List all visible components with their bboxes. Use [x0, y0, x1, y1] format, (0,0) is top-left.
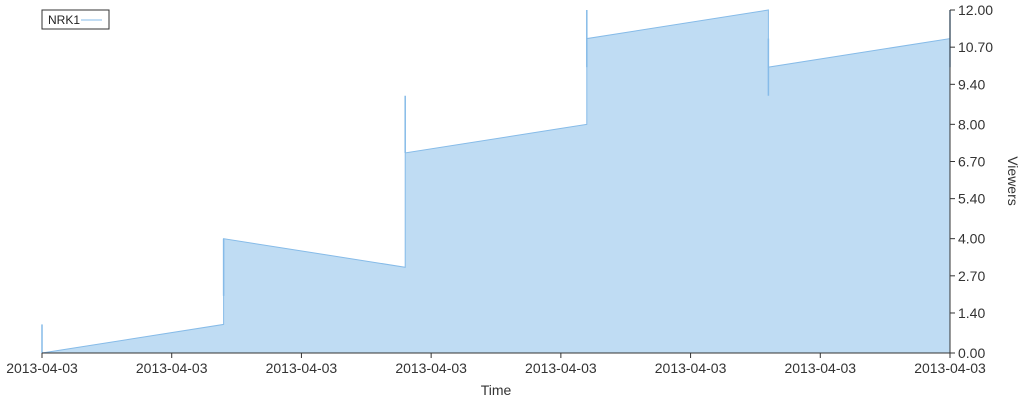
y-tick-label-2: 2.70	[958, 268, 985, 284]
plot-area	[41, 9, 951, 354]
legend-box	[41, 9, 110, 30]
x-tick-label-2: 2013-04-03	[266, 360, 338, 376]
x-axis: 2013-04-03 2013-04-03 2013-04-03 2013-04-03…	[6, 352, 986, 376]
legend-label-nrk1: NRK1	[48, 13, 80, 27]
x-tick-label-3: 2013-04-03	[395, 360, 467, 376]
legend[interactable]: NRK1	[41, 9, 110, 30]
y-tick-label-9: 12.00	[958, 2, 993, 18]
y-axis-title: Viewers	[1005, 156, 1021, 206]
y-tick-label-3: 4.00	[958, 231, 985, 247]
x-axis-title: Time	[481, 382, 512, 398]
y-tick-label-4: 5.40	[958, 191, 985, 207]
x-tick-label-4: 2013-04-03	[525, 360, 597, 376]
y-tick-label-7: 9.40	[958, 76, 985, 92]
series-area-nrk1	[42, 10, 950, 353]
x-tick-label-1: 2013-04-03	[136, 360, 208, 376]
y-tick-label-6: 8.00	[958, 116, 985, 132]
y-tick-label-8: 10.70	[958, 39, 993, 55]
x-tick-label-7: 2013-04-03	[914, 360, 986, 376]
y-axis: 0.00 1.40 2.70 4.00 5.40 6.70 8.00 9.40 10.70 12.…	[949, 2, 993, 361]
y-tick-label-5: 6.70	[958, 153, 985, 169]
x-tick-label-5: 2013-04-03	[655, 360, 727, 376]
y-tick-label-1: 1.40	[958, 305, 985, 321]
x-tick-label-6: 2013-04-03	[784, 360, 856, 376]
y-tick-label-0: 0.00	[958, 345, 985, 361]
x-tick-label-0: 2013-04-03	[6, 360, 78, 376]
